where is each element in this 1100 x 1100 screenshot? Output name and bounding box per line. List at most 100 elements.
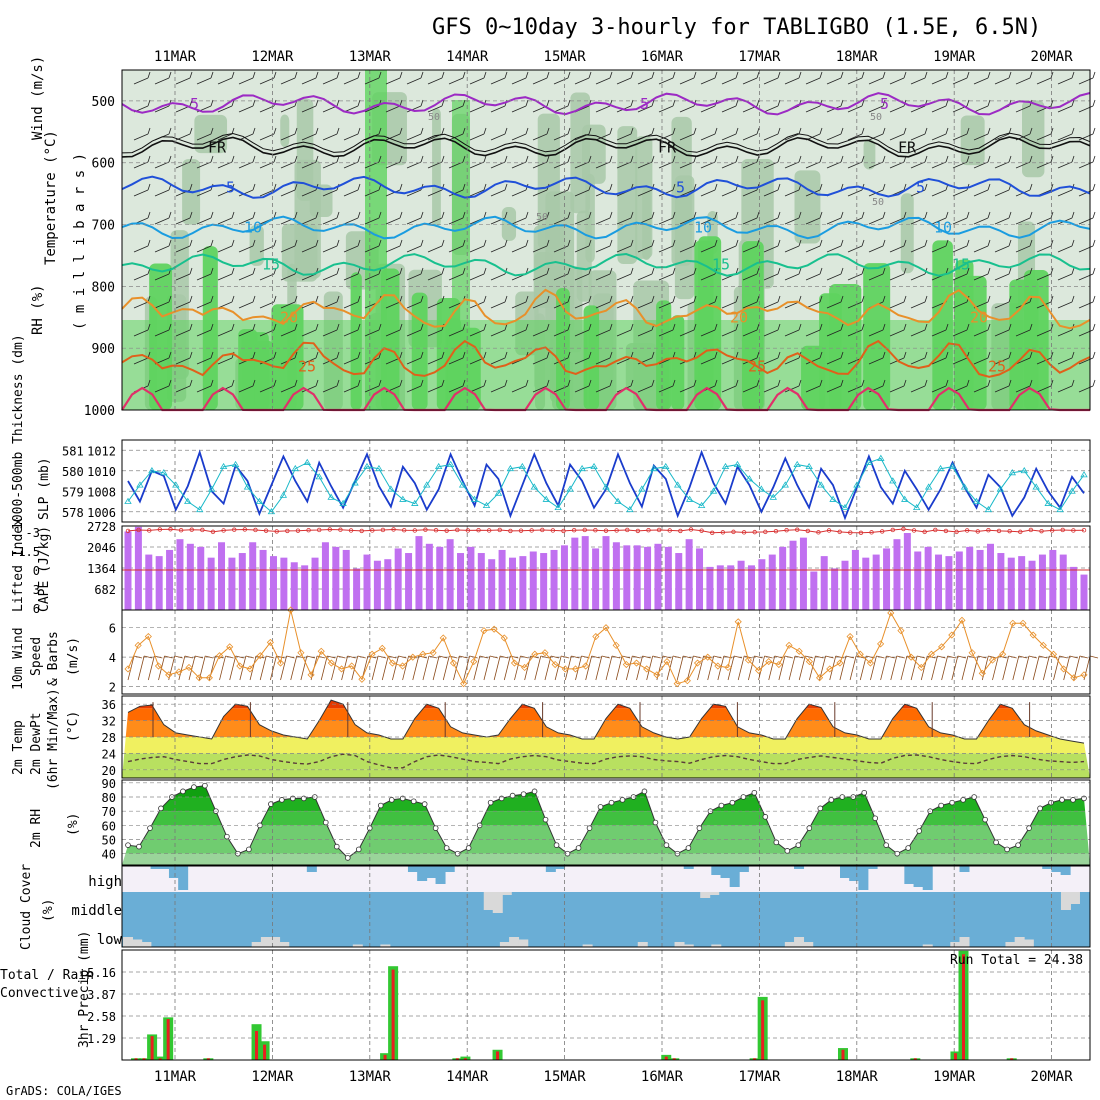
wind-barb-flag — [147, 155, 151, 163]
wind-barb-flag — [357, 127, 361, 135]
wind-barb — [301, 329, 317, 337]
wind-barb-flag — [966, 71, 970, 79]
wind-barb-flag — [462, 267, 466, 275]
li-point — [157, 527, 163, 532]
surface-barb — [615, 655, 623, 681]
wind-barb — [700, 245, 716, 253]
wind-barb-flag — [567, 183, 571, 191]
wind-barb — [784, 77, 800, 85]
cape-bar — [779, 546, 787, 610]
thickness-point — [1044, 499, 1052, 506]
wind-barb-flag — [1092, 351, 1096, 359]
cape-bar — [176, 539, 184, 610]
wind-barb — [280, 273, 296, 281]
slp-ytick-left: 581 — [62, 444, 84, 458]
wind-barb — [889, 385, 905, 393]
wind-speed-point — [531, 650, 539, 658]
wind-barb-flag — [399, 295, 403, 303]
wind-speed-point — [500, 634, 508, 642]
wind-barb — [532, 385, 548, 393]
wind-barb — [238, 301, 254, 309]
wind-barb-flag — [294, 379, 298, 387]
wind-barb-flag — [966, 155, 970, 163]
cape-bar — [373, 560, 381, 610]
wind-barb-flag — [252, 323, 256, 331]
wind-barb — [1015, 105, 1031, 113]
rh-mid-patch — [280, 114, 290, 148]
wind-barb-flag — [357, 351, 361, 359]
cape-bar — [737, 560, 745, 610]
rh-point — [806, 825, 813, 831]
thickness-point — [996, 485, 1005, 492]
surface-barb — [564, 655, 572, 681]
wind-speed-point — [1029, 631, 1037, 639]
cape-bar — [238, 553, 246, 610]
li-point — [890, 527, 895, 533]
wind-barb-flag — [231, 155, 235, 163]
wind-barb-flag — [567, 351, 571, 359]
surface-barb — [981, 655, 989, 681]
li-point — [486, 528, 492, 533]
cape-bar — [664, 546, 672, 610]
li-point — [943, 528, 949, 534]
wind-barb-flag — [441, 99, 445, 107]
wind-barb — [406, 245, 422, 253]
surface-barb — [463, 655, 471, 681]
wind-barb-flag — [441, 379, 445, 387]
cape-bar — [519, 556, 527, 610]
wind-barb-flag — [462, 239, 466, 247]
cape-label: CAPE (J/kg) — [37, 526, 52, 612]
cloud-low-bar — [922, 944, 933, 947]
wind-barb-flag — [483, 183, 487, 191]
li-point — [518, 528, 524, 533]
li-point — [858, 530, 864, 536]
contour-label: FR — [658, 138, 677, 156]
wind-barb-flag — [714, 127, 718, 135]
wind-barb — [175, 273, 191, 281]
wind-barb-flag — [756, 155, 760, 163]
wind-speed-point — [165, 671, 173, 679]
wind-barb-flag — [672, 155, 676, 163]
x-tick-label-top: 16MAR — [641, 49, 684, 65]
wind-barb — [679, 301, 695, 309]
wind-barb-flag — [1071, 71, 1075, 79]
wind-barb — [889, 301, 905, 309]
wind-barb-flag — [273, 183, 277, 191]
wind-barb — [553, 189, 569, 197]
wind-barb — [574, 301, 590, 309]
wind-speed-point — [470, 658, 478, 666]
wind-barb-flag — [924, 295, 928, 303]
wind-barb-flag — [189, 183, 193, 191]
cape-bar — [394, 548, 402, 610]
cape-bar — [457, 553, 465, 610]
wind-barb-flag — [147, 239, 151, 247]
wind-barb — [217, 217, 233, 225]
wind-barb — [994, 133, 1010, 141]
wind-barb-flag — [525, 127, 529, 135]
wind-barb-flag — [378, 155, 382, 163]
wind-speed-point — [927, 650, 936, 658]
wind-barb-flag — [210, 127, 214, 135]
surface-barb-flag — [642, 655, 651, 659]
surface-barb — [1022, 655, 1030, 681]
wind-barb-flag — [273, 211, 277, 219]
wind-barb-flag — [357, 99, 361, 107]
wind-barb-flag — [735, 267, 739, 275]
slp-ytick-left: 578 — [62, 506, 84, 520]
wind-barb — [637, 301, 653, 309]
wind-barb — [1078, 301, 1094, 309]
li-point — [656, 527, 662, 533]
precip-conv-bar — [255, 1031, 259, 1060]
wind-barb — [721, 301, 737, 309]
wind-barb-flag — [189, 155, 193, 163]
wind-barb — [448, 105, 464, 113]
wind-barb-flag — [483, 211, 487, 219]
wind-barb — [574, 273, 590, 281]
wind-barb-flag — [1071, 127, 1075, 135]
wind-barb-flag — [357, 323, 361, 331]
thickness-point — [709, 487, 718, 494]
wind-barb-flag — [1029, 379, 1033, 387]
x-tick-label-top: 20MAR — [1031, 49, 1074, 65]
cloud-level-label: low — [97, 932, 123, 948]
